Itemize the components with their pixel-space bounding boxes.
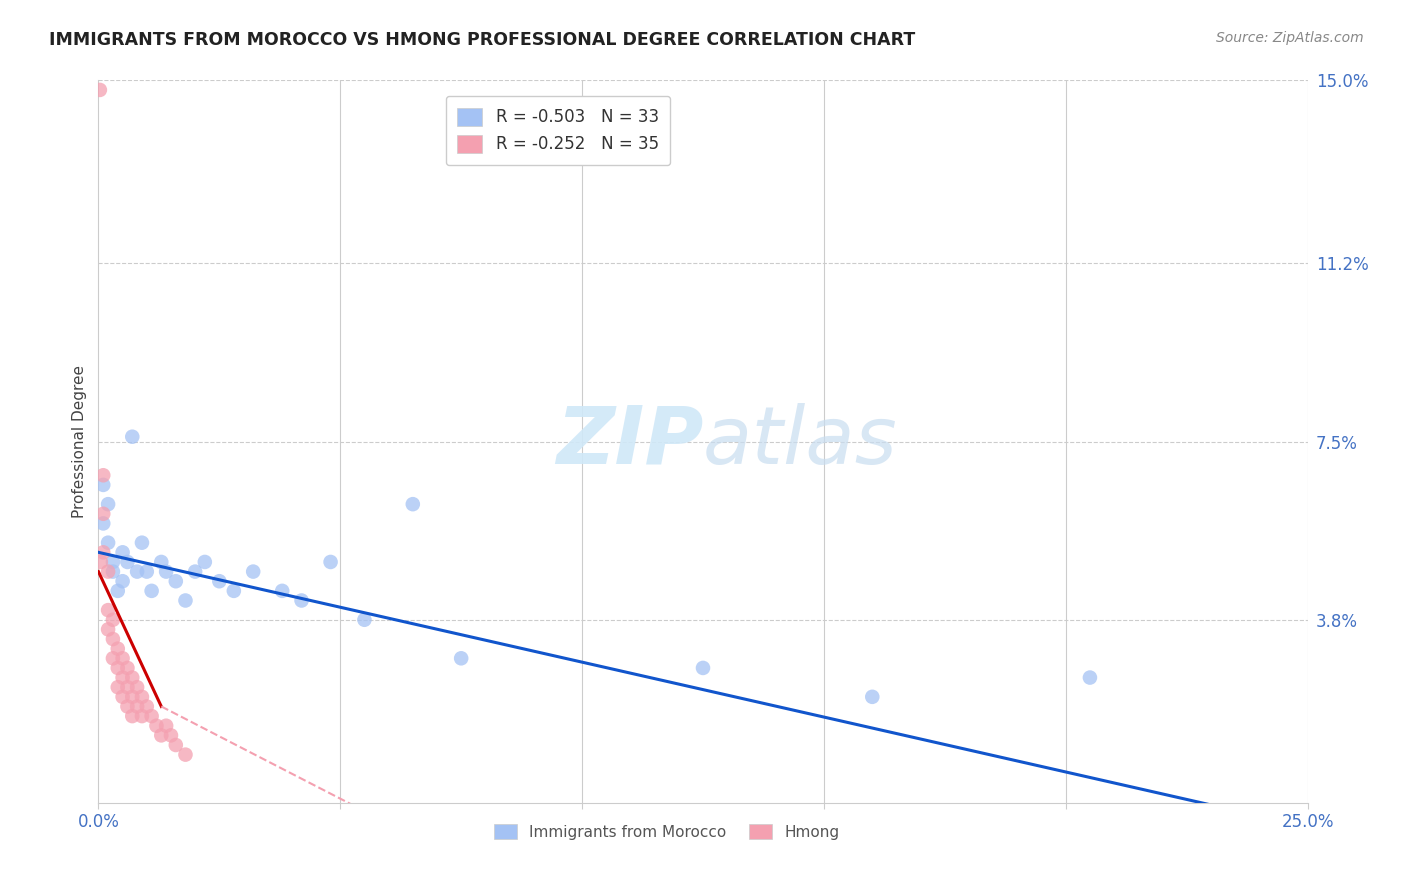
Text: Source: ZipAtlas.com: Source: ZipAtlas.com bbox=[1216, 31, 1364, 45]
Point bbox=[121, 671, 143, 685]
Point bbox=[155, 565, 177, 579]
Text: atlas: atlas bbox=[703, 402, 898, 481]
Point bbox=[141, 709, 163, 723]
Point bbox=[111, 545, 134, 559]
Point bbox=[121, 430, 143, 444]
Point bbox=[271, 583, 294, 598]
Point bbox=[127, 565, 149, 579]
Point bbox=[127, 680, 149, 694]
Point bbox=[111, 671, 134, 685]
Point bbox=[101, 632, 124, 646]
Point bbox=[208, 574, 231, 589]
Point bbox=[107, 641, 129, 656]
Point bbox=[90, 555, 112, 569]
Point bbox=[91, 478, 114, 492]
Y-axis label: Professional Degree: Professional Degree bbox=[72, 365, 87, 518]
Point bbox=[194, 555, 217, 569]
Point bbox=[150, 728, 173, 742]
Point bbox=[97, 535, 120, 549]
Point bbox=[131, 709, 153, 723]
Point bbox=[184, 565, 207, 579]
Point bbox=[174, 747, 197, 762]
Point bbox=[97, 603, 120, 617]
Point bbox=[107, 583, 129, 598]
Legend: Immigrants from Morocco, Hmong: Immigrants from Morocco, Hmong bbox=[488, 818, 845, 846]
Text: ZIP: ZIP bbox=[555, 402, 703, 481]
Point bbox=[107, 680, 129, 694]
Point bbox=[174, 593, 197, 607]
Point bbox=[117, 680, 139, 694]
Point bbox=[165, 738, 187, 752]
Point bbox=[131, 535, 153, 549]
Point bbox=[101, 613, 124, 627]
Point bbox=[91, 468, 114, 483]
Point bbox=[91, 507, 114, 521]
Point bbox=[353, 613, 375, 627]
Point bbox=[117, 555, 139, 569]
Point bbox=[150, 555, 173, 569]
Point bbox=[135, 565, 157, 579]
Point bbox=[97, 497, 120, 511]
Point bbox=[160, 728, 183, 742]
Point bbox=[222, 583, 245, 598]
Point bbox=[165, 574, 187, 589]
Point bbox=[91, 516, 114, 531]
Point bbox=[101, 565, 124, 579]
Point bbox=[111, 690, 134, 704]
Text: IMMIGRANTS FROM MOROCCO VS HMONG PROFESSIONAL DEGREE CORRELATION CHART: IMMIGRANTS FROM MOROCCO VS HMONG PROFESS… bbox=[49, 31, 915, 49]
Point bbox=[402, 497, 425, 511]
Point bbox=[131, 690, 153, 704]
Point bbox=[1078, 671, 1101, 685]
Point bbox=[319, 555, 342, 569]
Point bbox=[97, 565, 120, 579]
Point bbox=[97, 623, 120, 637]
Point bbox=[450, 651, 472, 665]
Point bbox=[121, 690, 143, 704]
Point bbox=[117, 661, 139, 675]
Point bbox=[101, 555, 124, 569]
Point bbox=[135, 699, 157, 714]
Point bbox=[89, 83, 111, 97]
Point bbox=[127, 699, 149, 714]
Point bbox=[290, 593, 312, 607]
Point bbox=[692, 661, 714, 675]
Point bbox=[860, 690, 883, 704]
Point bbox=[117, 699, 139, 714]
Point bbox=[155, 719, 177, 733]
Point bbox=[91, 545, 114, 559]
Point bbox=[242, 565, 264, 579]
Point bbox=[111, 574, 134, 589]
Point bbox=[145, 719, 167, 733]
Point bbox=[141, 583, 163, 598]
Point bbox=[111, 651, 134, 665]
Point bbox=[107, 661, 129, 675]
Point bbox=[121, 709, 143, 723]
Point bbox=[101, 651, 124, 665]
